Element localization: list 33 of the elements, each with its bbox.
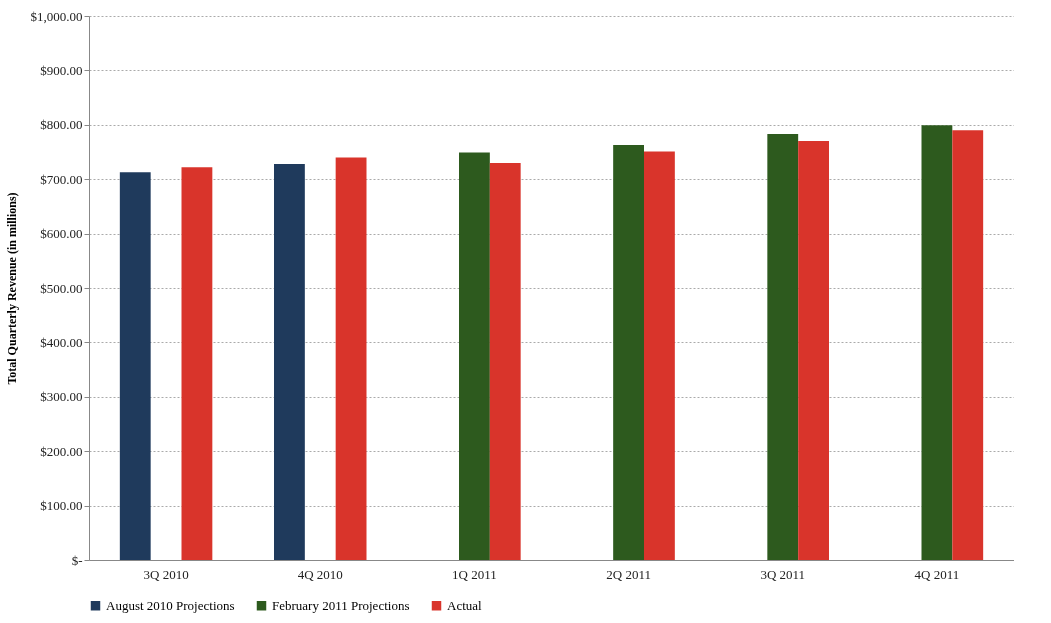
x-tick-label: 4Q 2011 — [914, 566, 960, 582]
bar — [767, 134, 799, 560]
bar — [798, 141, 829, 560]
x-tick-label: 3Q 2011 — [760, 566, 806, 582]
y-tick-label: $100.00 — [40, 498, 83, 514]
y-tick-label: $1,000.00 — [30, 8, 83, 24]
bar — [644, 151, 675, 560]
x-tick-label: 2Q 2011 — [606, 566, 651, 582]
y-tick-label: $400.00 — [40, 334, 83, 350]
bar — [274, 163, 305, 560]
legend-label: Actual — [447, 597, 483, 613]
x-tick-label: 1Q 2011 — [452, 566, 497, 582]
y-tick-label: $700.00 — [40, 171, 83, 187]
legend-label: August 2010 Projections — [106, 597, 235, 613]
y-tick-label: $200.00 — [40, 443, 83, 459]
x-tick-label: 3Q 2010 — [143, 566, 189, 582]
y-tick-label: $800.00 — [40, 117, 83, 133]
y-tick-label: $600.00 — [40, 226, 83, 242]
bar — [921, 125, 953, 560]
bar — [459, 152, 490, 560]
x-tick-label: 4Q 2010 — [297, 566, 343, 582]
y-tick-label: $500.00 — [40, 280, 83, 296]
y-tick-label: $900.00 — [40, 62, 83, 78]
bar — [181, 167, 213, 560]
bar — [613, 144, 644, 560]
legend-label: February 2011 Projections — [272, 597, 410, 613]
y-tick-label: $- — [71, 552, 83, 568]
bar — [952, 130, 984, 560]
y-tick-label: $300.00 — [40, 389, 83, 405]
bar — [335, 157, 367, 560]
bar — [119, 172, 151, 560]
bar — [489, 162, 521, 560]
y-axis-title: Total Quarterly Revenue (in millions) — [4, 192, 19, 385]
